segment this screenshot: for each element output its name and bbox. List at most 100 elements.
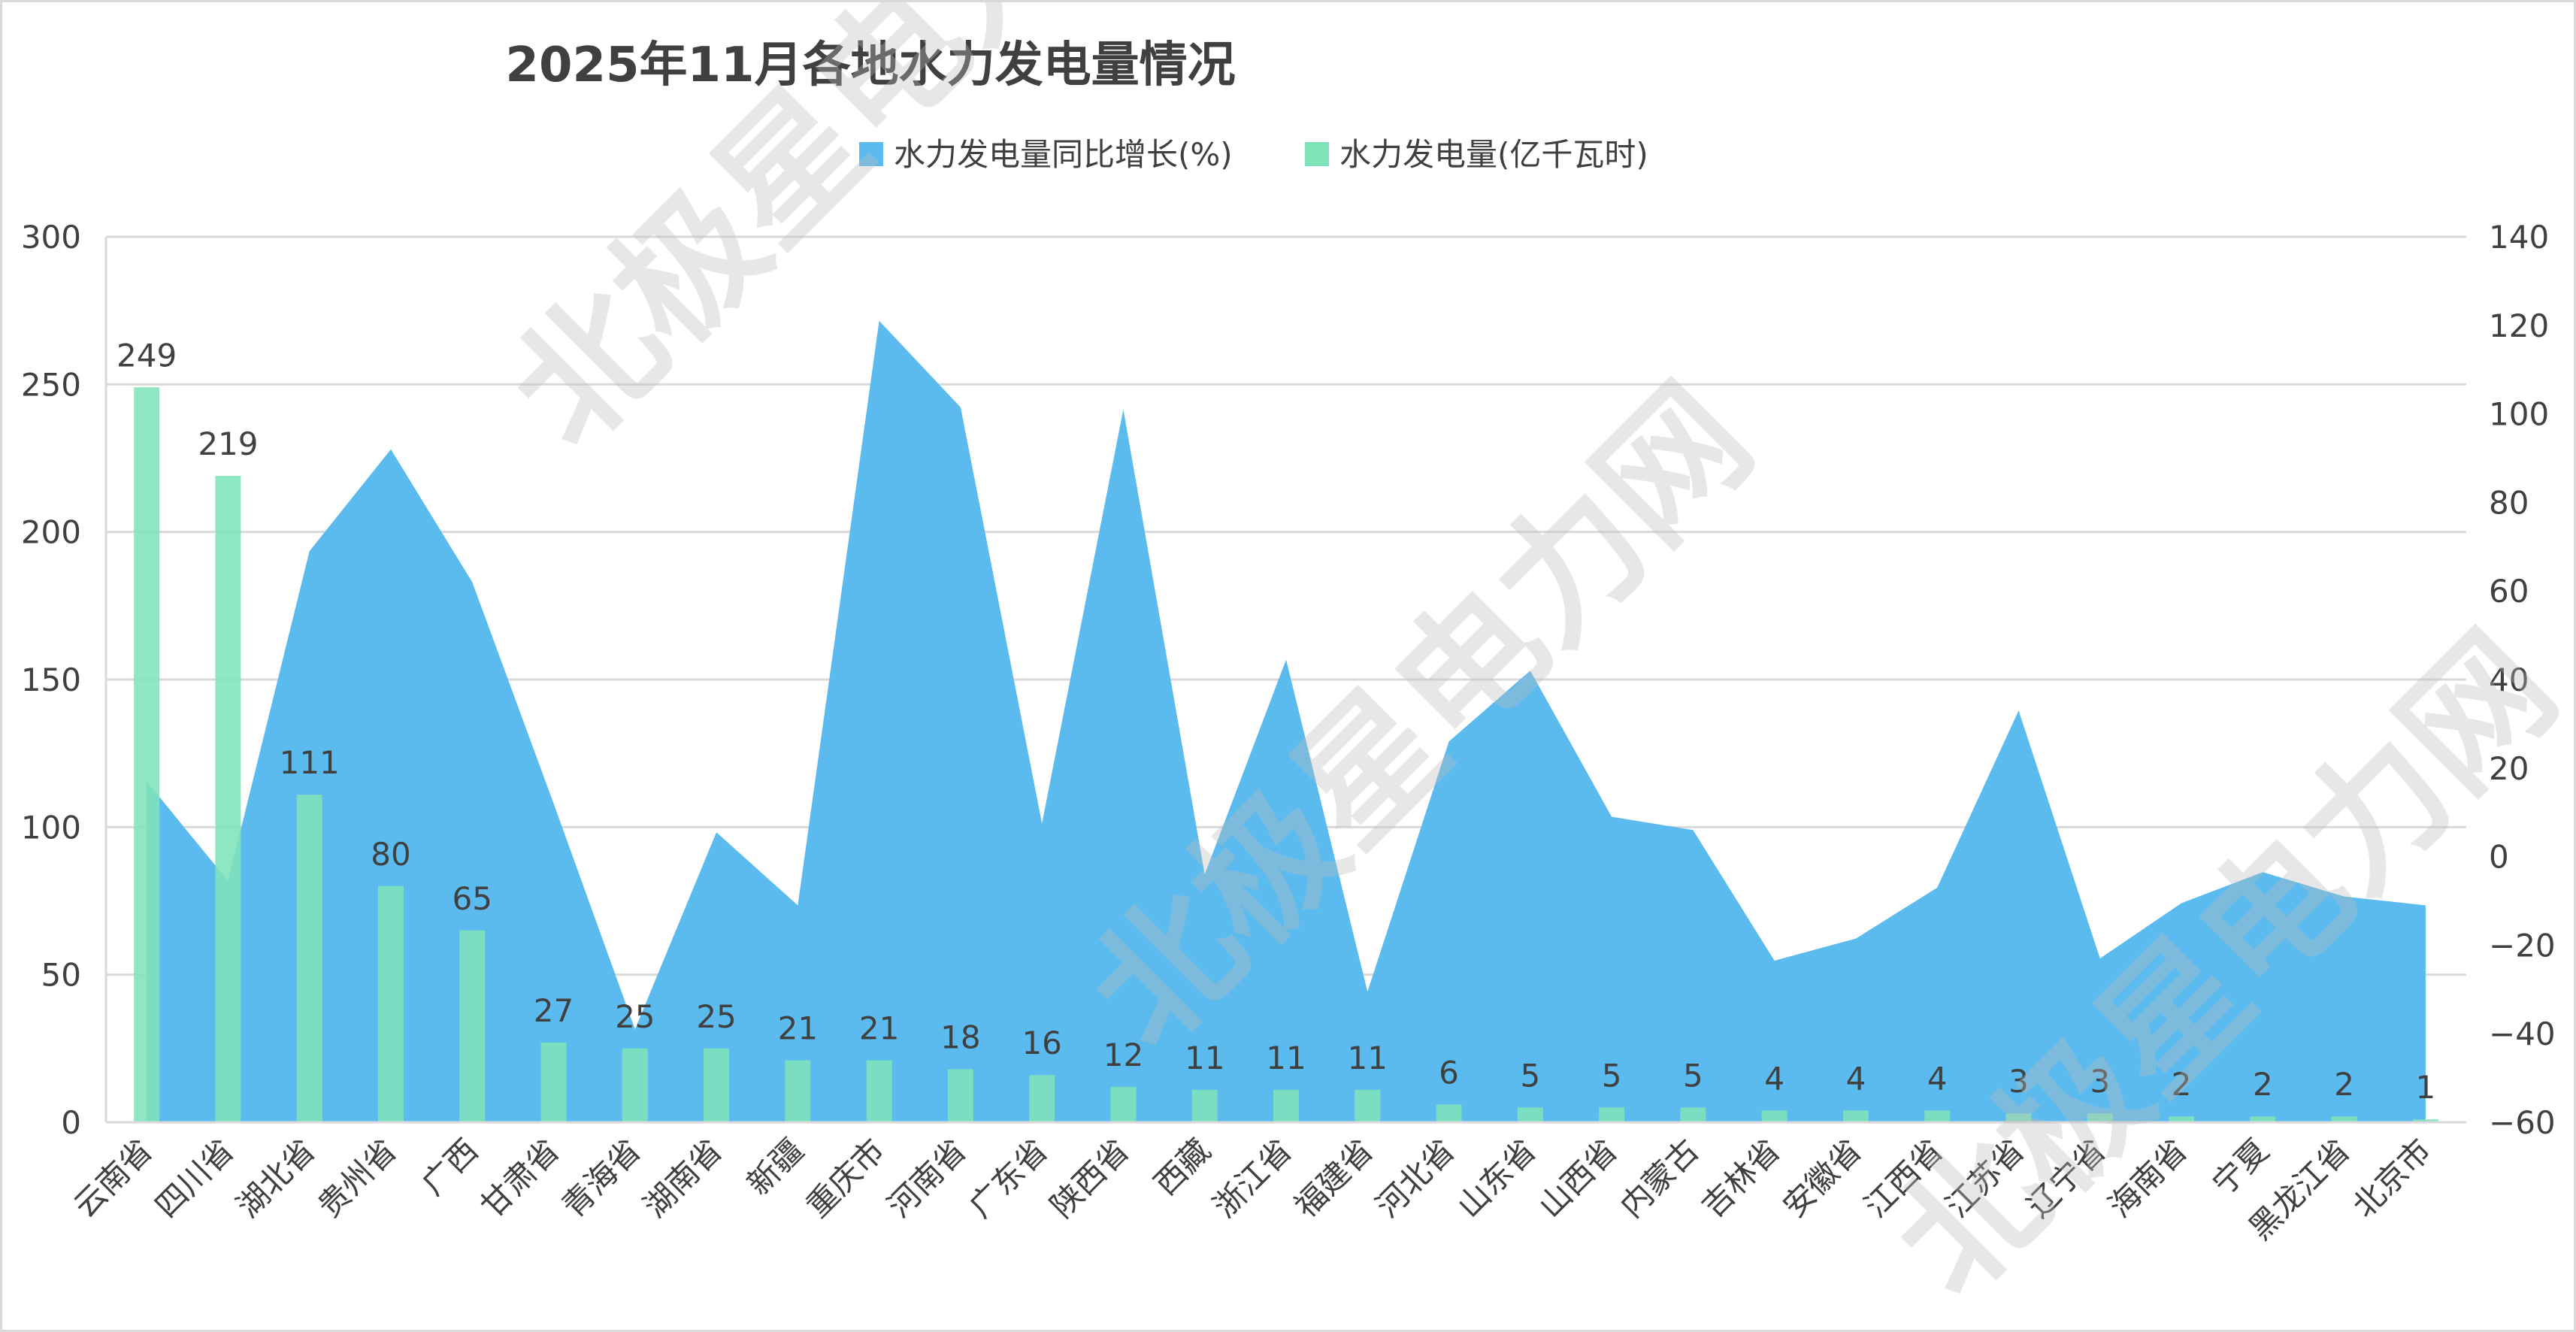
y-right-tick-label: −20	[2489, 927, 2556, 964]
bar	[622, 1048, 648, 1122]
bar	[2250, 1116, 2276, 1122]
y-right-tick-label: 80	[2489, 484, 2529, 521]
x-tick-label: 内蒙古	[1613, 1131, 1706, 1225]
data-label: 2	[2253, 1066, 2273, 1103]
bar	[1029, 1075, 1055, 1122]
bar	[1761, 1110, 1787, 1122]
bar	[215, 476, 241, 1122]
data-label: 11	[1266, 1040, 1306, 1076]
data-label: 249	[117, 337, 177, 374]
y-right-tick-label: −40	[2489, 1016, 2556, 1052]
y-right-tick-label: 120	[2489, 307, 2549, 344]
bar	[1191, 1089, 1218, 1122]
data-label: 5	[1683, 1057, 1703, 1094]
data-label: 5	[1520, 1057, 1540, 1094]
y-left-tick-label: 100	[21, 809, 81, 846]
area-series	[147, 320, 2426, 1122]
x-tick-label: 河南省	[880, 1131, 973, 1225]
y-right-tick-label: 20	[2489, 750, 2529, 787]
x-tick-label: 安徽省	[1775, 1131, 1869, 1225]
data-label: 21	[859, 1010, 899, 1047]
bar-series	[134, 387, 2438, 1122]
y-left-tick-label: 150	[21, 661, 81, 698]
bar	[377, 885, 404, 1122]
data-label: 2	[2334, 1066, 2354, 1103]
legend-swatch-growth	[859, 142, 883, 166]
bar	[704, 1048, 730, 1122]
bar	[1924, 1110, 1951, 1122]
x-tick-label: 陕西省	[1043, 1131, 1137, 1225]
x-tick-label: 甘肃省	[474, 1131, 567, 1225]
x-tick-label: 重庆市	[799, 1131, 892, 1225]
data-label: 18	[940, 1019, 980, 1055]
bar	[1842, 1110, 1869, 1122]
y-left-tick-label: 50	[41, 957, 81, 994]
data-label: 11	[1348, 1040, 1388, 1076]
data-label: 2	[2172, 1066, 2192, 1103]
data-label: 27	[534, 992, 574, 1029]
x-tick-label: 广西	[414, 1131, 485, 1202]
bar	[866, 1060, 892, 1122]
data-label: 11	[1185, 1040, 1224, 1076]
y-right-tick-label: 100	[2489, 396, 2549, 433]
x-tick-label: 宁夏	[2205, 1131, 2275, 1202]
x-tick-label: 吉林省	[1694, 1131, 1787, 1225]
bar	[2087, 1113, 2113, 1122]
bar	[1355, 1089, 1381, 1122]
x-tick-label: 青海省	[555, 1131, 648, 1225]
x-tick-label: 山东省	[1450, 1131, 1543, 1225]
y-right-tick-label: 60	[2489, 573, 2529, 610]
data-label: 3	[2008, 1063, 2029, 1100]
bar	[947, 1069, 973, 1122]
legend: 水力发电量同比增长(%) 水力发电量(亿千瓦时)	[859, 136, 1648, 173]
data-label: 6	[1439, 1054, 1459, 1091]
data-label: 25	[696, 998, 736, 1035]
chart-title: 2025年11月各地水力发电量情况	[505, 38, 1235, 93]
y-axis-right: −60 −40 −20 0 20 40 60 80 100 120 140	[2489, 219, 2556, 1141]
bar	[785, 1060, 811, 1122]
bar	[540, 1042, 567, 1122]
legend-label-generation: 水力发电量(亿千瓦时)	[1339, 136, 1648, 173]
x-tick-label: 浙江省	[1206, 1131, 1299, 1225]
y-right-tick-label: 0	[2489, 839, 2509, 876]
data-label: 111	[280, 744, 340, 781]
legend-label-growth: 水力发电量同比增长(%)	[894, 136, 1233, 173]
y-left-tick-label: 200	[21, 514, 81, 551]
data-label: 3	[2090, 1063, 2110, 1100]
data-label: 65	[453, 880, 492, 917]
bar	[296, 795, 322, 1122]
bar	[1517, 1107, 1543, 1122]
data-label: 12	[1103, 1037, 1143, 1073]
x-tick-label: 新疆	[740, 1131, 810, 1202]
data-label: 4	[1927, 1060, 1948, 1097]
bar	[2331, 1116, 2357, 1122]
x-tick-label: 湖北省	[229, 1131, 322, 1225]
x-tick-label: 广东省	[961, 1131, 1055, 1225]
y-right-tick-label: 140	[2489, 219, 2549, 256]
bar	[2169, 1116, 2195, 1122]
x-tick-label: 湖南省	[636, 1131, 729, 1225]
bar	[1273, 1089, 1299, 1122]
data-label: 80	[371, 836, 410, 873]
data-label: 1	[2415, 1069, 2435, 1106]
y-left-tick-label: 300	[21, 219, 81, 256]
x-tick-label: 河北省	[1369, 1131, 1462, 1225]
x-tick-label: 贵州省	[310, 1131, 404, 1225]
x-tick-label: 四川省	[148, 1131, 241, 1225]
y-axis-left: 0 50 100 150 200 250 300	[21, 219, 81, 1141]
bar	[1436, 1104, 1462, 1122]
bar	[2412, 1119, 2438, 1122]
y-left-tick-label: 0	[61, 1104, 81, 1141]
data-label: 25	[615, 998, 655, 1035]
data-label: 21	[778, 1010, 818, 1047]
bar	[459, 930, 486, 1122]
bar	[134, 387, 160, 1122]
x-tick-label: 云南省	[66, 1131, 159, 1225]
bar	[1110, 1086, 1137, 1122]
legend-swatch-generation	[1305, 142, 1329, 166]
area-growth	[147, 320, 2426, 1122]
data-label: 16	[1022, 1025, 1061, 1061]
x-tick-label: 山西省	[1531, 1131, 1624, 1225]
